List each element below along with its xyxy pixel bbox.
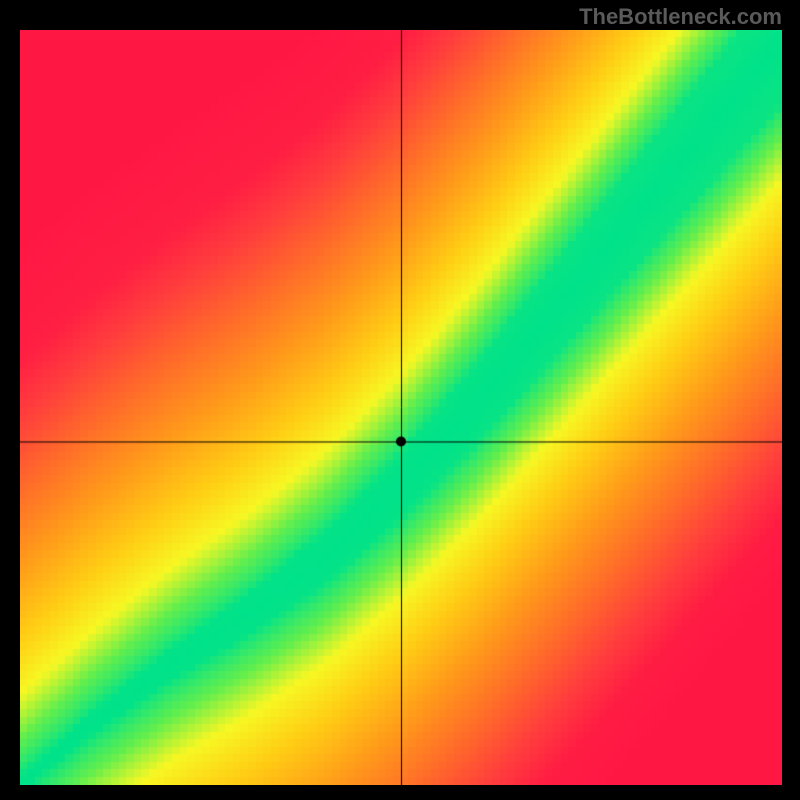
watermark-text: TheBottleneck.com — [579, 4, 782, 30]
chart-container: TheBottleneck.com — [0, 0, 800, 800]
heatmap-canvas — [20, 30, 782, 785]
